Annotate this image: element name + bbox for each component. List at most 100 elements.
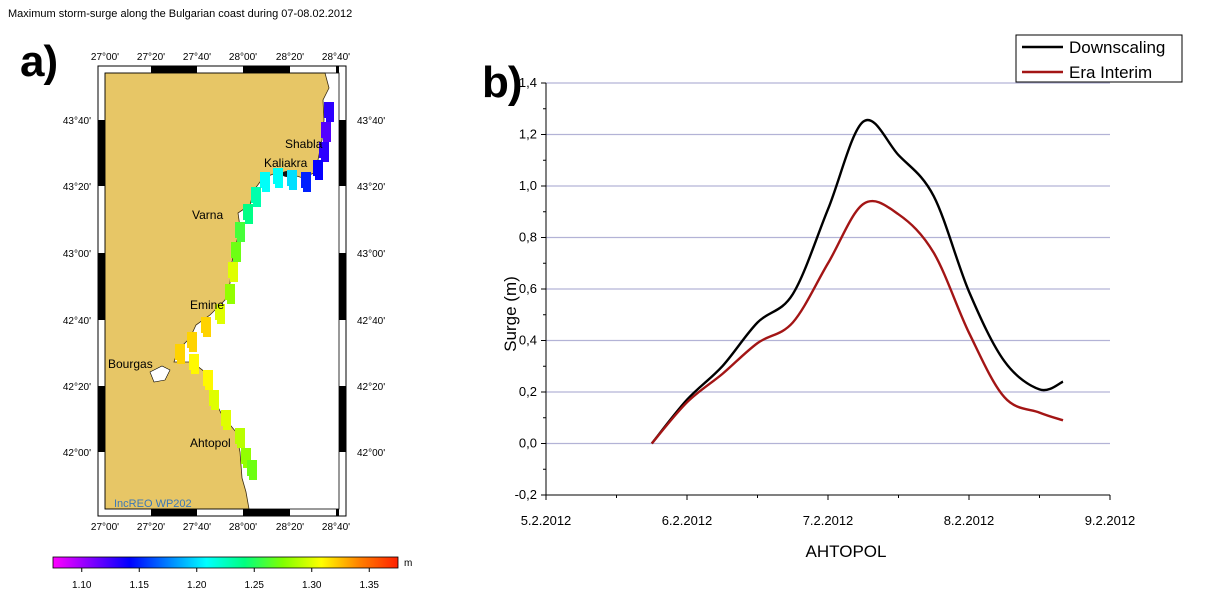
surge-cell (324, 102, 334, 118)
longitude-label: 27°00' (91, 52, 119, 63)
latitude-label: 42°40' (63, 316, 91, 327)
colorbar-tick-label: 1.30 (302, 580, 322, 591)
border-segment (339, 386, 346, 452)
legend-label-downscaling: Downscaling (1069, 38, 1165, 57)
chart-grid (546, 82, 1110, 445)
panel-a-label: a) (20, 37, 58, 86)
border-segment (151, 509, 197, 516)
surge-cell (205, 380, 213, 390)
surge-cell (209, 390, 219, 406)
surge-cell (217, 314, 225, 324)
longitude-label: 28°00' (229, 52, 257, 63)
surge-cell (203, 370, 213, 386)
surge-cell (230, 272, 238, 282)
surge-cell (191, 364, 199, 374)
watermark: IncREO WP202 (114, 498, 192, 510)
map-border (98, 66, 346, 516)
surge-cell (301, 172, 311, 188)
surge-cell (251, 187, 261, 203)
surge-cell (227, 294, 235, 304)
y-tick-label: -0,2 (515, 487, 537, 502)
surge-cell (303, 182, 311, 192)
longitude-label: 28°00' (229, 522, 257, 533)
longitude-label: 27°00' (91, 522, 119, 533)
surge-cell (187, 332, 197, 348)
longitude-label: 28°20' (276, 522, 304, 533)
surge-cell (253, 197, 261, 207)
longitude-labels-bottom: 27°00' 27°20' 27°40' 28°00' 28°20' 28°40' (91, 522, 350, 533)
longitude-label: 28°40' (322, 522, 350, 533)
surge-cell (275, 178, 283, 188)
surge-cell (189, 342, 197, 352)
surge-cell (177, 354, 185, 364)
surge-cell (260, 172, 270, 188)
surge-cell (243, 204, 253, 220)
surge-cell (321, 122, 331, 138)
longitude-label: 27°20' (137, 52, 165, 63)
place-label-kaliakra: Kaliakra (264, 156, 308, 170)
x-tick-label: 6.2.2012 (662, 513, 713, 528)
colorbar-tick-label: 1.25 (245, 580, 265, 591)
surge-cell (319, 142, 329, 158)
surge-cell (262, 182, 270, 192)
longitude-labels-top: 27°00' 27°20' 27°40' 28°00' 28°20' 28°40' (91, 52, 350, 63)
y-tick-label: 0,8 (519, 230, 537, 245)
surge-cell (203, 327, 211, 337)
border-segment (151, 66, 197, 73)
latitude-label: 43°00' (63, 249, 91, 260)
y-tick-label: 0,4 (519, 333, 537, 348)
longitude-label: 27°40' (183, 522, 211, 533)
series-lines (650, 118, 1064, 445)
longitude-label: 28°40' (322, 52, 350, 63)
y-tick-label: 1,0 (519, 178, 537, 193)
latitude-label: 42°20' (357, 382, 385, 393)
surge-cell (245, 214, 253, 224)
y-tick-label: 0,0 (519, 436, 537, 451)
place-label-bourgas: Bourgas (108, 357, 153, 371)
legend: Downscaling Era Interim (1015, 34, 1183, 83)
longitude-label: 27°20' (137, 522, 165, 533)
place-label-emine: Emine (190, 298, 224, 312)
place-label-ahtopol: Ahtopol (190, 436, 231, 450)
latitude-label: 43°40' (357, 116, 385, 127)
surge-cell (211, 400, 219, 410)
latitude-label: 43°20' (357, 182, 385, 193)
latitude-label: 43°20' (63, 182, 91, 193)
y-tick-label: 1,2 (519, 127, 537, 142)
surge-cell (313, 160, 323, 176)
surge-cell (287, 170, 297, 186)
surge-cell (189, 354, 199, 370)
x-axis-label: AHTOPOL (806, 542, 887, 561)
border-segment (98, 120, 105, 186)
border-segment (243, 66, 290, 73)
surge-cell (321, 152, 329, 162)
surge-cell (231, 242, 241, 258)
colorbar-tick-label: 1.15 (130, 580, 150, 591)
colorbar-ticks: 1.10 1.15 1.20 1.25 1.30 1.35 (72, 568, 379, 591)
colorbar-tick-label: 1.10 (72, 580, 92, 591)
surge-cell (233, 252, 241, 262)
panel-b-label: b) (482, 58, 523, 107)
longitude-label: 27°40' (183, 52, 211, 63)
storm-surge-map: 27°00' 27°20' 27°40' 28°00' 28°20' 28°40' 27°… (52, 52, 412, 591)
y-axis-label: Surge (m) (501, 276, 520, 352)
x-tick-label: 5.2.2012 (521, 513, 572, 528)
x-tick-labels: 5.2.2012 6.2.2012 7.2.2012 8.2.2012 9.2.2012 (521, 513, 1136, 528)
surge-cell (249, 470, 257, 480)
chart-axes (541, 82, 1111, 500)
figure-title: Maximum storm-surge along the Bulgarian … (8, 8, 353, 20)
surge-cell (201, 317, 211, 333)
surge-cell (221, 410, 231, 426)
surge-cell (326, 112, 334, 122)
y-tick-label: 1,4 (519, 75, 537, 90)
surge-cell (289, 180, 297, 190)
surge-cell (175, 344, 185, 360)
legend-label-era-interim: Era Interim (1069, 63, 1152, 82)
surge-cells (175, 102, 334, 480)
border-segment (98, 386, 105, 452)
surge-line-chart: -0,2 0,0 0,2 0,4 0,6 0,8 1,0 1,2 1,4 5.2.2012 6.2… (501, 34, 1183, 561)
latitude-label: 42°20' (63, 382, 91, 393)
series-line-era-interim (650, 199, 1064, 445)
border-segment (339, 120, 346, 186)
border-segment (339, 253, 346, 320)
